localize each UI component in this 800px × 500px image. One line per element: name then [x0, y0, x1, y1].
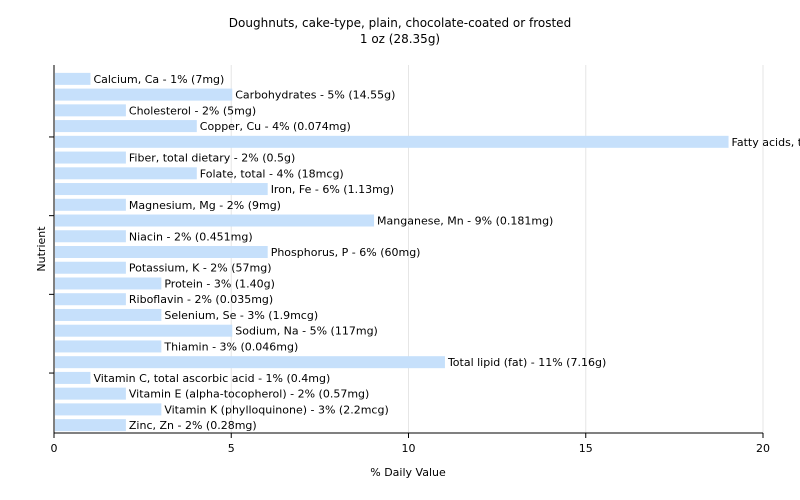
x-tick-label: 20	[756, 442, 770, 455]
bar-label: Phosphorus, P - 6% (60mg)	[271, 246, 421, 259]
bar	[55, 340, 162, 353]
bar	[55, 261, 126, 274]
bar	[55, 183, 268, 196]
bar-label: Calcium, Ca - 1% (7mg)	[93, 73, 224, 86]
bar-label: Thiamin - 3% (0.046mg)	[163, 340, 298, 353]
bar	[55, 293, 126, 306]
bar	[55, 104, 126, 117]
bar-label: Folate, total - 4% (18mcg)	[200, 167, 344, 180]
x-tick-label: 5	[228, 442, 235, 455]
bar	[55, 387, 126, 400]
bar	[55, 214, 375, 227]
bar	[55, 308, 162, 321]
chart-title: Doughnuts, cake-type, plain, chocolate-c…	[228, 16, 572, 30]
x-axis-label: % Daily Value	[370, 466, 446, 479]
bar-label: Selenium, Se - 3% (1.9mcg)	[164, 309, 318, 322]
bar	[55, 371, 91, 384]
bar	[55, 72, 91, 85]
bar	[55, 198, 126, 211]
bar-label: Fatty acids, total saturated - 19% (3.81…	[732, 136, 800, 149]
bar-label: Copper, Cu - 4% (0.074mg)	[200, 120, 351, 133]
bar-label: Sodium, Na - 5% (117mg)	[235, 325, 378, 338]
bar	[55, 135, 729, 148]
axes: 0 5 10 15 20	[49, 65, 770, 455]
x-tick-label: 0	[51, 442, 58, 455]
bar-label: Niacin - 2% (0.451mg)	[129, 230, 253, 243]
bar-label: Riboflavin - 2% (0.035mg)	[129, 293, 273, 306]
bar	[55, 167, 197, 180]
x-tick-label: 10	[402, 442, 416, 455]
bars: Calcium, Ca - 1% (7mg) Carbohydrates - 5%…	[55, 72, 800, 432]
bar-label: Manganese, Mn - 9% (0.181mg)	[377, 215, 553, 228]
chart-subtitle: 1 oz (28.35g)	[359, 32, 441, 46]
bar	[55, 277, 162, 290]
bar	[55, 403, 162, 416]
bar	[55, 324, 233, 337]
bar	[55, 88, 233, 101]
bar	[55, 419, 126, 432]
bar-label: Carbohydrates - 5% (14.55g)	[235, 89, 395, 102]
y-axis-label: Nutrient	[35, 226, 48, 272]
bar	[55, 230, 126, 243]
bar-label: Protein - 3% (1.40g)	[164, 277, 275, 290]
bar-label: Zinc, Zn - 2% (0.28mg)	[129, 419, 257, 432]
bar-label: Total lipid (fat) - 11% (7.16g)	[447, 356, 606, 369]
bar-label: Vitamin K (phylloquinone) - 3% (2.2mcg)	[164, 403, 388, 416]
bar	[55, 246, 268, 258]
bar	[55, 356, 445, 369]
bar	[55, 120, 197, 133]
bar-label: Vitamin C, total ascorbic acid - 1% (0.4…	[93, 372, 330, 385]
bar-label: Magnesium, Mg - 2% (9mg)	[129, 199, 281, 212]
bar	[55, 151, 126, 164]
bar-label: Cholesterol - 2% (5mg)	[129, 104, 256, 117]
bar-label: Iron, Fe - 6% (1.13mg)	[271, 183, 394, 196]
x-tick-label: 15	[579, 442, 593, 455]
bar-label: Potassium, K - 2% (57mg)	[129, 262, 272, 275]
bar-label: Vitamin E (alpha-tocopherol) - 2% (0.57m…	[129, 388, 369, 401]
bar-label: Fiber, total dietary - 2% (0.5g)	[129, 152, 295, 165]
